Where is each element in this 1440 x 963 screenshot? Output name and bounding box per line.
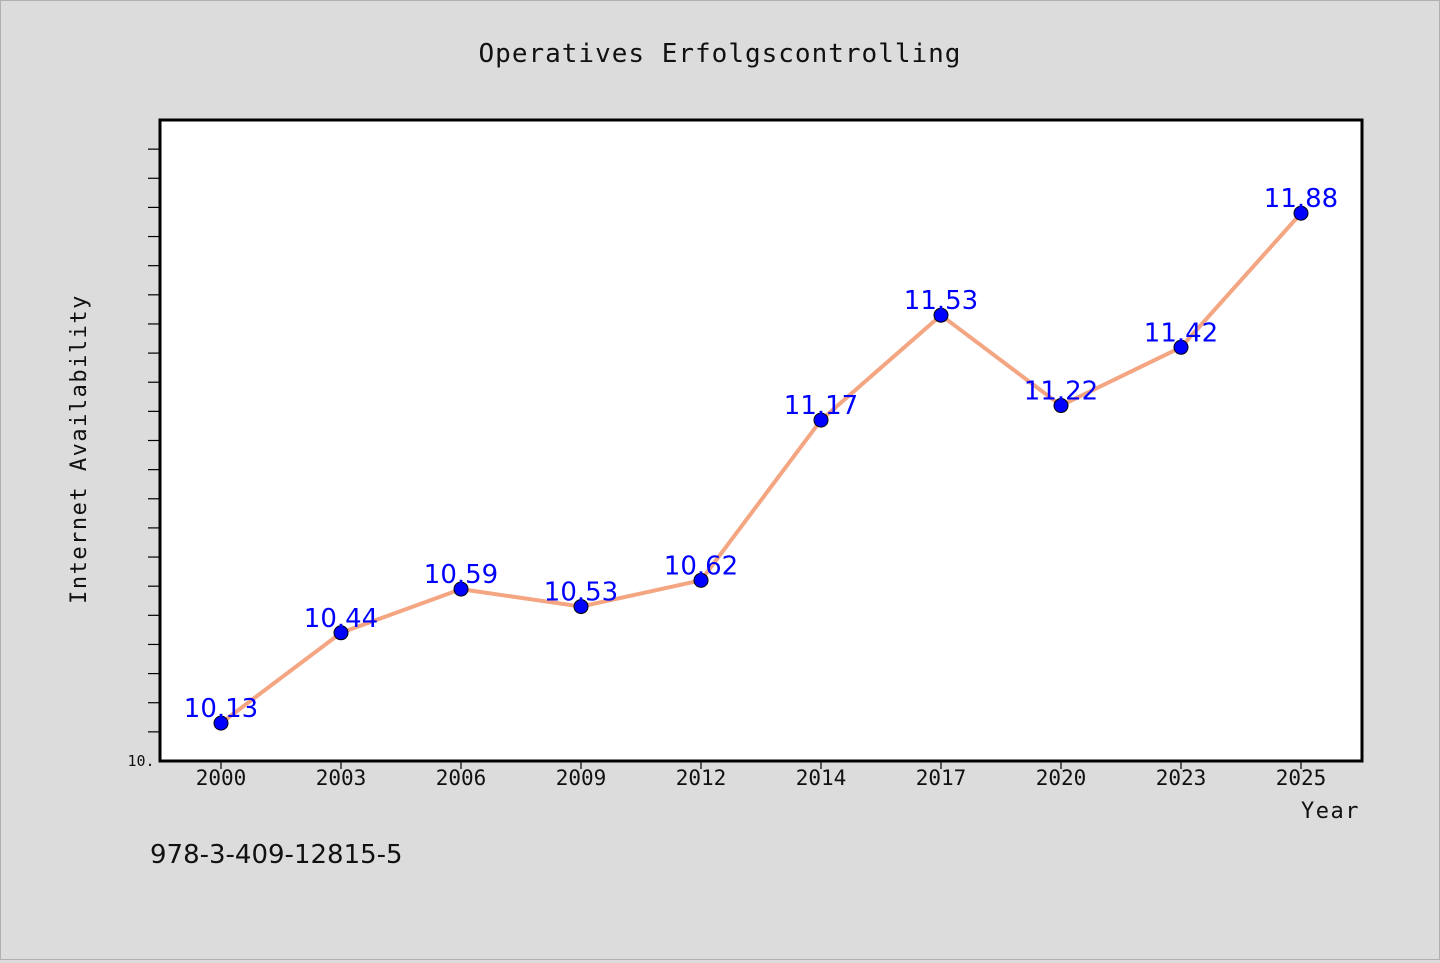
data-label: 10.59 bbox=[424, 560, 498, 590]
y-tick-label: 10. bbox=[127, 752, 154, 770]
data-point bbox=[813, 412, 829, 428]
x-axis-tick-labels: 2000 2003 2006 2009 2012 2014 2017 2020 2023 2025 bbox=[196, 766, 1327, 790]
data-point bbox=[573, 599, 589, 615]
x-tick-label: 2012 bbox=[676, 766, 727, 790]
x-tick-label: 2006 bbox=[436, 766, 487, 790]
x-tick-label: 2020 bbox=[1036, 766, 1087, 790]
series-layer: 10.13 10.44 10.59 10.53 10.62 11.17 11.53 11.22… bbox=[184, 184, 1338, 731]
data-label: 10.13 bbox=[184, 694, 258, 724]
data-point bbox=[1173, 339, 1189, 355]
series-line bbox=[219, 211, 1303, 726]
data-label: 11.22 bbox=[1024, 377, 1098, 407]
x-tick-label: 2014 bbox=[796, 766, 847, 790]
x-tick-label: 2025 bbox=[1276, 766, 1327, 790]
data-label: 10.62 bbox=[664, 551, 738, 581]
y-axis-label: Internet Availability bbox=[67, 294, 92, 604]
x-tick-label: 2023 bbox=[1156, 766, 1207, 790]
x-tick-label: 2009 bbox=[556, 766, 607, 790]
data-point bbox=[693, 572, 709, 588]
data-point bbox=[1293, 205, 1309, 221]
data-point bbox=[933, 307, 949, 323]
data-label: 11.42 bbox=[1144, 318, 1218, 348]
data-point bbox=[213, 715, 229, 731]
y-axis-ticks bbox=[148, 148, 160, 733]
data-label: 11.53 bbox=[904, 286, 978, 316]
data-point bbox=[1053, 398, 1069, 414]
data-label: 10.53 bbox=[544, 578, 618, 608]
footer-isbn-text: 978-3-409-12815-5 bbox=[150, 840, 403, 870]
chart-title: Operatives Erfolgscontrolling bbox=[479, 39, 962, 69]
data-label: 11.17 bbox=[784, 391, 858, 421]
data-point bbox=[333, 625, 349, 641]
x-axis-ticks bbox=[220, 761, 1302, 769]
data-point bbox=[453, 581, 469, 597]
data-label: 10.44 bbox=[304, 604, 378, 634]
x-tick-label: 2003 bbox=[316, 766, 367, 790]
plot-area bbox=[158, 118, 1364, 763]
data-label: 11.88 bbox=[1264, 184, 1338, 214]
x-tick-label: 2017 bbox=[916, 766, 967, 790]
x-axis-label: Year bbox=[1301, 799, 1360, 824]
x-tick-label: 2000 bbox=[196, 766, 247, 790]
